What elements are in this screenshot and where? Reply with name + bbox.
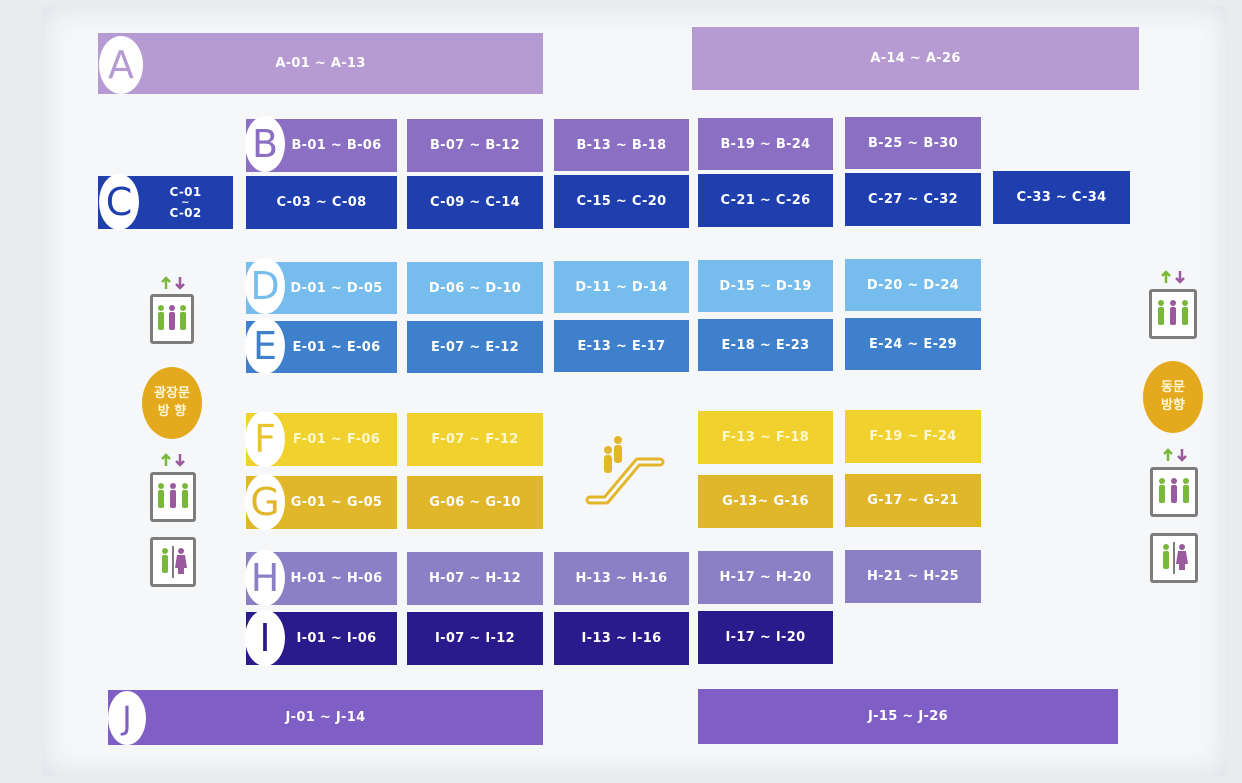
row-letter-c: C	[99, 174, 139, 230]
block-f-19: F-19 ~ F-24	[845, 410, 981, 463]
block-d-15: D-15 ~ D-19	[698, 260, 833, 312]
restroom-icon	[1150, 533, 1198, 583]
block-b-19: B-19 ~ B-24	[698, 118, 833, 170]
block-g-06: G-06 ~ G-10	[407, 476, 543, 529]
block-d-06: D-06 ~ D-10	[407, 262, 543, 314]
block-e-07: E-07 ~ E-12	[407, 321, 543, 373]
right-direction-sign: 동문 방향	[1143, 361, 1203, 433]
block-e-18: E-18 ~ E-23	[698, 319, 833, 371]
block-c-09: C-09 ~ C-14	[407, 176, 543, 229]
block-b-07: B-07 ~ B-12	[407, 119, 543, 172]
row-letter-a: A	[99, 36, 143, 94]
up-down-arrows-icon	[161, 276, 185, 290]
block-c-03: C-03 ~ C-08	[246, 176, 397, 229]
elevator-icon	[150, 294, 194, 344]
block-j-01: J-01 ~ J-14	[108, 690, 543, 745]
up-down-arrows-icon	[161, 453, 185, 467]
restroom-icon	[150, 537, 196, 587]
elevator-icon	[1150, 467, 1198, 517]
block-h-21: H-21 ~ H-25	[845, 550, 981, 603]
left-direction-sign: 광장문 방 향	[142, 367, 202, 439]
row-letter-b: B	[245, 116, 285, 172]
left-direction-line-1: 광장문	[154, 386, 190, 401]
block-b-13: B-13 ~ B-18	[554, 119, 689, 171]
block-c-01-bottom: C-02	[169, 205, 202, 220]
up-down-arrows-icon	[1163, 448, 1187, 462]
row-letter-e: E	[245, 318, 285, 374]
block-h-07: H-07 ~ H-12	[407, 552, 543, 605]
block-b-25: B-25 ~ B-30	[845, 117, 981, 169]
row-letter-j: J	[108, 691, 146, 745]
block-h-17: H-17 ~ H-20	[698, 551, 833, 604]
block-c-27: C-27 ~ C-32	[845, 173, 981, 226]
elevator-icon	[150, 472, 196, 522]
block-i-17: I-17 ~ I-20	[698, 611, 833, 664]
elevator-icon	[1149, 289, 1197, 339]
block-h-13: H-13 ~ H-16	[554, 552, 689, 605]
right-direction-line-1: 동문	[1161, 380, 1185, 395]
block-f-13: F-13 ~ F-18	[698, 411, 833, 464]
seating-map: A-01 ~ A-13 A-14 ~ A-26 A B-01 ~ B-06 B-…	[42, 6, 1228, 776]
block-i-07: I-07 ~ I-12	[407, 612, 543, 665]
block-a-01: A-01 ~ A-13	[98, 33, 543, 94]
block-g-17: G-17 ~ G-21	[845, 474, 981, 527]
row-letter-h: H	[245, 550, 285, 606]
block-c-33: C-33 ~ C-34	[993, 171, 1130, 224]
escalator-icon	[585, 436, 665, 505]
up-down-arrows-icon	[1161, 270, 1185, 284]
block-c-01-top: C-01	[169, 184, 202, 199]
block-a-14: A-14 ~ A-26	[692, 27, 1139, 90]
block-f-07: F-07 ~ F-12	[407, 413, 543, 466]
right-direction-line-2: 방향	[1161, 398, 1185, 413]
block-c-15: C-15 ~ C-20	[554, 175, 689, 228]
block-g-13: G-13~ G-16	[698, 475, 833, 528]
block-e-24: E-24 ~ E-29	[845, 318, 981, 370]
block-d-11: D-11 ~ D-14	[554, 261, 689, 313]
block-i-13: I-13 ~ I-16	[554, 612, 689, 665]
block-c-01-sep: ~	[181, 196, 190, 208]
left-direction-line-2: 방 향	[157, 404, 187, 419]
block-c-21: C-21 ~ C-26	[698, 174, 833, 227]
row-letter-g: G	[245, 474, 285, 530]
row-letter-d: D	[245, 258, 285, 314]
block-e-13: E-13 ~ E-17	[554, 320, 689, 372]
row-letter-i: I	[245, 610, 285, 666]
block-d-20: D-20 ~ D-24	[845, 259, 981, 311]
block-j-15: J-15 ~ J-26	[698, 689, 1118, 744]
row-letter-f: F	[245, 411, 285, 467]
